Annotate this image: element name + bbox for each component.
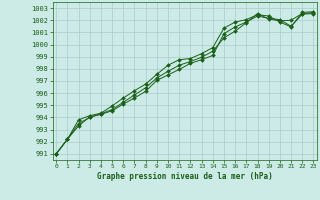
X-axis label: Graphe pression niveau de la mer (hPa): Graphe pression niveau de la mer (hPa) [97, 172, 273, 181]
